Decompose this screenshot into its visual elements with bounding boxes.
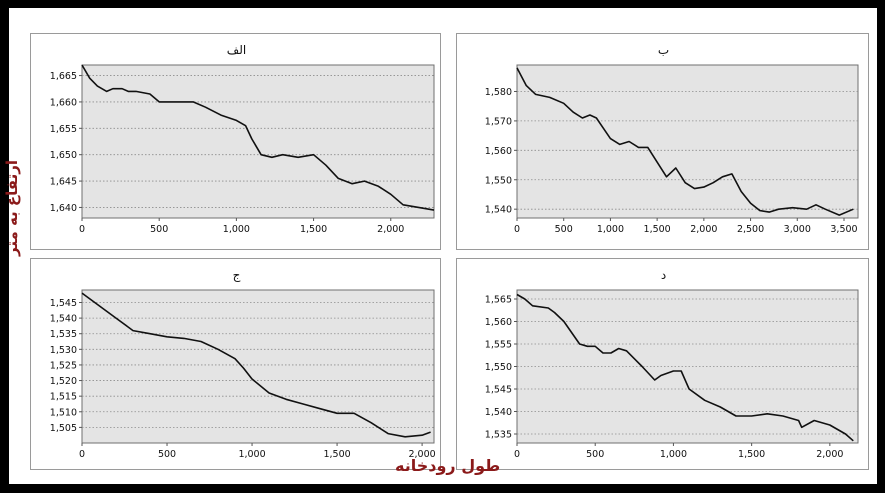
y-tick-label: 1,515 bbox=[50, 392, 77, 403]
plot-area bbox=[81, 64, 435, 219]
x-tick-label: 1,000 bbox=[660, 449, 687, 460]
y-tick-label: 1,535 bbox=[485, 430, 512, 441]
chart-title: د bbox=[661, 268, 666, 282]
series-line bbox=[81, 292, 431, 438]
y-tick-label: 1,535 bbox=[50, 329, 77, 340]
y-tick-label: 1,545 bbox=[50, 298, 77, 309]
y-tick-label: 1,510 bbox=[50, 407, 77, 418]
plot-area bbox=[81, 289, 435, 444]
y-tick-label: 1,655 bbox=[50, 124, 77, 135]
x-tick-label: 1,500 bbox=[644, 224, 671, 235]
x-tick-label: 2,000 bbox=[377, 224, 404, 235]
y-tick-label: 1,525 bbox=[50, 360, 77, 371]
x-tick-label: 500 bbox=[150, 224, 168, 235]
figure-frame: الف 1,640 1,645 1,650 1,655 1,660 1,665 0 500 1,0… bbox=[3, 8, 877, 484]
chart-panel-dal: د 1,535 1,540 1,545 1,550 1,555 1,560 1,565 0 500… bbox=[456, 258, 869, 470]
chart-svg-alef: الف 1,640 1,645 1,650 1,655 1,660 1,665 0 500 1,0… bbox=[50, 43, 435, 235]
x-tick-label: 1,500 bbox=[323, 449, 350, 460]
y-tick-label: 1,570 bbox=[485, 116, 512, 127]
series-line bbox=[516, 67, 854, 216]
y-tick-label: 1,505 bbox=[50, 423, 77, 434]
x-tick-label: 0 bbox=[79, 449, 85, 460]
x-tick-label: 3,500 bbox=[830, 224, 857, 235]
y-tick-label: 1,640 bbox=[50, 203, 77, 214]
chart-svg-be: ب 1,540 1,550 1,560 1,570 1,580 0 500 1,000 1,500… bbox=[485, 43, 859, 235]
y-tick-label: 1,660 bbox=[50, 97, 77, 108]
chart-title: ب bbox=[658, 43, 669, 57]
series-line bbox=[516, 293, 854, 442]
y-tick-label: 1,565 bbox=[485, 295, 512, 306]
x-tick-label: 1,000 bbox=[238, 449, 265, 460]
chart-panel-be: ب 1,540 1,550 1,560 1,570 1,580 0 500 1,000 1,500… bbox=[456, 33, 869, 250]
x-tick-label: 0 bbox=[514, 449, 520, 460]
x-tick-label: 0 bbox=[79, 224, 85, 235]
y-tick-label: 1,560 bbox=[485, 317, 512, 328]
x-tick-label: 1,000 bbox=[223, 224, 250, 235]
y-tick-label: 1,540 bbox=[50, 314, 77, 325]
chart-svg-jim: ج 1,505 1,510 1,515 1,520 1,525 1,530 1,535 1,54… bbox=[50, 268, 436, 460]
plot-area bbox=[516, 289, 859, 444]
chart-panel-jim: ج 1,505 1,510 1,515 1,520 1,525 1,530 1,535 1,54… bbox=[30, 258, 441, 470]
chart-panel-alef: الف 1,640 1,645 1,650 1,655 1,660 1,665 0 500 1,0… bbox=[30, 33, 441, 250]
y-tick-label: 1,540 bbox=[485, 205, 512, 216]
x-tick-label: 500 bbox=[586, 449, 604, 460]
x-tick-label: 0 bbox=[514, 224, 520, 235]
plot-area bbox=[516, 64, 859, 219]
y-tick-label: 1,665 bbox=[50, 71, 77, 82]
x-tick-label: 2,500 bbox=[737, 224, 764, 235]
y-tick-label: 1,550 bbox=[485, 362, 512, 373]
y-tick-label: 1,530 bbox=[50, 345, 77, 356]
y-tick-label: 1,520 bbox=[50, 376, 77, 387]
series-line bbox=[81, 64, 435, 211]
x-tick-label: 2,000 bbox=[408, 449, 435, 460]
y-tick-label: 1,555 bbox=[485, 340, 512, 351]
x-tick-label: 500 bbox=[158, 449, 176, 460]
x-tick-label: 1,000 bbox=[597, 224, 624, 235]
y-tick-label: 1,560 bbox=[485, 146, 512, 157]
y-tick-label: 1,550 bbox=[485, 175, 512, 186]
y-tick-label: 1,580 bbox=[485, 87, 512, 98]
x-tick-label: 2,000 bbox=[690, 224, 717, 235]
x-tick-label: 500 bbox=[555, 224, 573, 235]
chart-title: ج bbox=[233, 268, 241, 282]
y-tick-label: 1,545 bbox=[485, 385, 512, 396]
y-tick-label: 1,650 bbox=[50, 150, 77, 161]
y-axis-label: ارتفاع به متر bbox=[3, 160, 21, 256]
x-axis-label: طول رودخانه bbox=[395, 456, 501, 475]
chart-svg-dal: د 1,535 1,540 1,545 1,550 1,555 1,560 1,565 0 500… bbox=[485, 268, 859, 460]
y-tick-label: 1,540 bbox=[485, 407, 512, 418]
x-tick-label: 2,000 bbox=[816, 449, 843, 460]
y-tick-label: 1,645 bbox=[50, 177, 77, 188]
x-tick-label: 1,500 bbox=[300, 224, 327, 235]
x-tick-label: 3,000 bbox=[784, 224, 811, 235]
chart-title: الف bbox=[227, 43, 246, 57]
x-tick-label: 1,500 bbox=[738, 449, 765, 460]
